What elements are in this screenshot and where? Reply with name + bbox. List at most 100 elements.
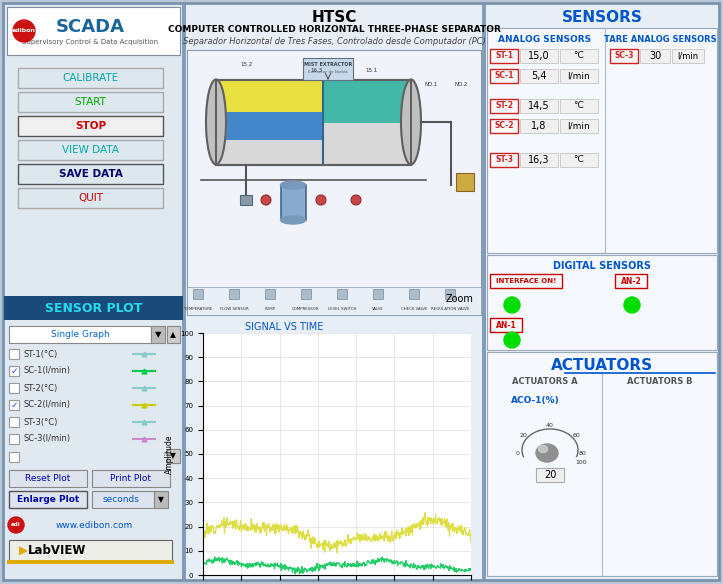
- Text: Zoom: Zoom: [446, 294, 474, 304]
- Text: Print Plot: Print Plot: [111, 474, 152, 483]
- Bar: [485, 4, 719, 580]
- Text: SIGNAL VS TIME: SIGNAL VS TIME: [245, 322, 323, 332]
- Text: 0: 0: [515, 451, 519, 456]
- Bar: [4, 296, 183, 320]
- Y-axis label: Amplitude: Amplitude: [166, 434, 174, 474]
- Bar: [185, 4, 483, 580]
- Text: edibon: edibon: [12, 29, 36, 33]
- Bar: [610, 49, 638, 63]
- Bar: [337, 289, 347, 299]
- Bar: [520, 49, 558, 63]
- Bar: [487, 28, 717, 253]
- Bar: [9, 417, 19, 427]
- Text: COMPUTER CONTROLLED HORIZONTAL THREE-PHASE SEPARATOR: COMPUTER CONTROLLED HORIZONTAL THREE-PHA…: [168, 26, 500, 34]
- Ellipse shape: [401, 79, 421, 165]
- Bar: [560, 153, 598, 167]
- Bar: [9, 491, 87, 508]
- Text: ACTUATORS B: ACTUATORS B: [628, 377, 693, 387]
- Bar: [520, 153, 558, 167]
- Text: ▼: ▼: [170, 451, 176, 461]
- Bar: [520, 69, 558, 83]
- Bar: [615, 274, 647, 288]
- Bar: [187, 50, 481, 315]
- Text: 16,3: 16,3: [529, 155, 549, 165]
- Bar: [490, 119, 518, 133]
- Bar: [265, 289, 275, 299]
- Bar: [167, 326, 180, 343]
- Text: SC-3(l/min): SC-3(l/min): [23, 434, 70, 443]
- Bar: [18, 140, 163, 160]
- Text: QUIT: QUIT: [78, 193, 103, 203]
- Circle shape: [316, 195, 326, 205]
- Text: SC-1: SC-1: [495, 71, 514, 81]
- Text: ST-2(°C): ST-2(°C): [23, 384, 57, 392]
- Text: °C: °C: [573, 51, 584, 61]
- Text: ▶: ▶: [19, 544, 28, 558]
- Text: CHECK VALVE: CHECK VALVE: [401, 307, 427, 311]
- Text: ST-1(°C): ST-1(°C): [23, 349, 57, 359]
- Text: AN-2: AN-2: [620, 276, 641, 286]
- Text: ▲: ▲: [170, 330, 176, 339]
- Text: 20: 20: [519, 433, 527, 438]
- Bar: [490, 49, 518, 63]
- Bar: [9, 349, 19, 359]
- Bar: [373, 289, 383, 299]
- Text: 15.1: 15.1: [365, 68, 377, 72]
- Text: 5,4: 5,4: [531, 71, 547, 81]
- Bar: [9, 434, 19, 444]
- Bar: [490, 99, 518, 113]
- Text: 100: 100: [576, 460, 587, 464]
- Text: FLOW SENSOR: FLOW SENSOR: [220, 307, 248, 311]
- Text: Enlarge Plot: Enlarge Plot: [17, 495, 79, 504]
- Bar: [18, 68, 163, 88]
- Ellipse shape: [13, 20, 35, 42]
- Bar: [229, 289, 239, 299]
- Bar: [536, 468, 564, 482]
- Text: ACTUATORS A: ACTUATORS A: [512, 377, 578, 387]
- Bar: [151, 326, 165, 343]
- Text: MIST EXTRACTOR: MIST EXTRACTOR: [304, 62, 352, 68]
- Bar: [490, 69, 518, 83]
- Text: DIGITAL SENSORS: DIGITAL SENSORS: [553, 261, 651, 271]
- Text: ST-3(°C): ST-3(°C): [23, 418, 57, 426]
- Bar: [18, 116, 163, 136]
- Bar: [560, 119, 598, 133]
- Text: ST-2: ST-2: [495, 102, 513, 110]
- Text: START: START: [74, 97, 106, 107]
- Text: SC-3: SC-3: [615, 51, 634, 61]
- Text: LEVEL SWITCH: LEVEL SWITCH: [328, 307, 356, 311]
- Text: ACTUATORS: ACTUATORS: [551, 357, 653, 373]
- Text: seconds: seconds: [103, 495, 140, 504]
- Ellipse shape: [206, 79, 226, 165]
- Bar: [18, 188, 163, 208]
- Text: ST-3: ST-3: [495, 155, 513, 165]
- Text: Reset Plot: Reset Plot: [25, 474, 71, 483]
- Bar: [154, 491, 168, 508]
- Text: ACO-1(%): ACO-1(%): [510, 395, 560, 405]
- Text: 15,0: 15,0: [529, 51, 549, 61]
- Text: ▼: ▼: [158, 495, 164, 504]
- Bar: [520, 99, 558, 113]
- Bar: [18, 92, 163, 112]
- Bar: [9, 383, 19, 393]
- Bar: [193, 289, 203, 299]
- Bar: [303, 58, 353, 80]
- Circle shape: [624, 297, 640, 313]
- Ellipse shape: [8, 517, 24, 533]
- Text: edi: edi: [11, 523, 21, 527]
- Text: PUMP: PUMP: [265, 307, 275, 311]
- Text: REGULATION VALVE: REGULATION VALVE: [431, 307, 469, 311]
- Text: STOP: STOP: [75, 121, 106, 131]
- Text: TEMPERATURE: TEMPERATURE: [184, 307, 212, 311]
- Text: 14,5: 14,5: [529, 101, 549, 111]
- Ellipse shape: [536, 444, 558, 462]
- Text: SC-2(l/min): SC-2(l/min): [23, 401, 70, 409]
- Text: ▼: ▼: [155, 330, 161, 339]
- Text: SENSOR PLOT: SENSOR PLOT: [45, 301, 142, 315]
- Text: AN-1: AN-1: [496, 321, 516, 329]
- Circle shape: [504, 297, 520, 313]
- Text: ANALOG SENSORS: ANALOG SENSORS: [498, 34, 591, 43]
- Bar: [9, 366, 19, 376]
- Text: 60: 60: [573, 433, 581, 438]
- Ellipse shape: [281, 181, 306, 189]
